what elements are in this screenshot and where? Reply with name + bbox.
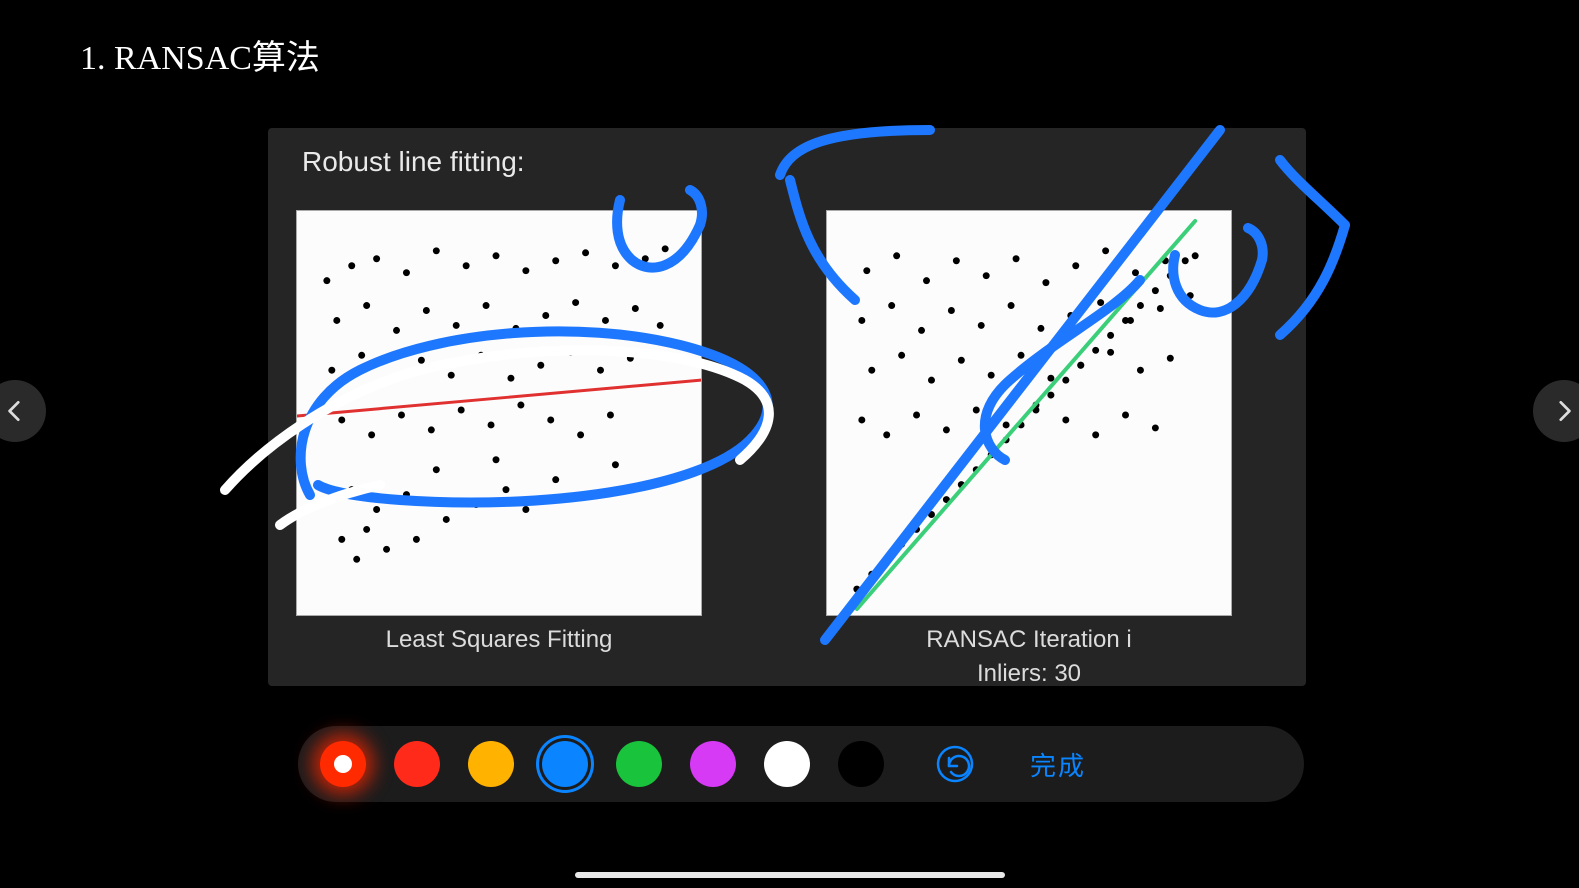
undo-icon: [935, 744, 975, 784]
inliers-label: Inliers: 30: [826, 660, 1232, 688]
panel-heading: Robust line fitting:: [302, 146, 525, 178]
chevron-left-icon: [2, 398, 28, 424]
done-button[interactable]: 完成: [1030, 746, 1086, 783]
annotation-toolbar: 完成: [298, 726, 1304, 802]
color-orange-button[interactable]: [468, 741, 514, 787]
color-magenta-button[interactable]: [690, 741, 736, 787]
color-red-button[interactable]: [394, 741, 440, 787]
ransac-chart: [826, 210, 1232, 616]
color-red-glow-button[interactable]: [320, 741, 366, 787]
chevron-right-icon: [1551, 398, 1577, 424]
color-white-button[interactable]: [764, 741, 810, 787]
prev-slide-button[interactable]: [0, 380, 46, 442]
next-slide-button[interactable]: [1533, 380, 1579, 442]
color-black-button[interactable]: [838, 741, 884, 787]
page-title: 1. RANSAC算法: [80, 30, 320, 79]
home-indicator: [575, 872, 1005, 878]
slide-panel: Robust line fitting: Least Squares Fitti…: [268, 128, 1306, 686]
least-squares-svg: [297, 211, 701, 615]
color-blue-button[interactable]: [542, 741, 588, 787]
chart-caption-right: RANSAC Iteration i: [826, 626, 1232, 654]
color-green-button[interactable]: [616, 741, 662, 787]
chart-caption-left: Least Squares Fitting: [296, 626, 702, 654]
undo-button[interactable]: [932, 741, 978, 787]
least-squares-chart: [296, 210, 702, 616]
ransac-svg: [827, 211, 1231, 615]
